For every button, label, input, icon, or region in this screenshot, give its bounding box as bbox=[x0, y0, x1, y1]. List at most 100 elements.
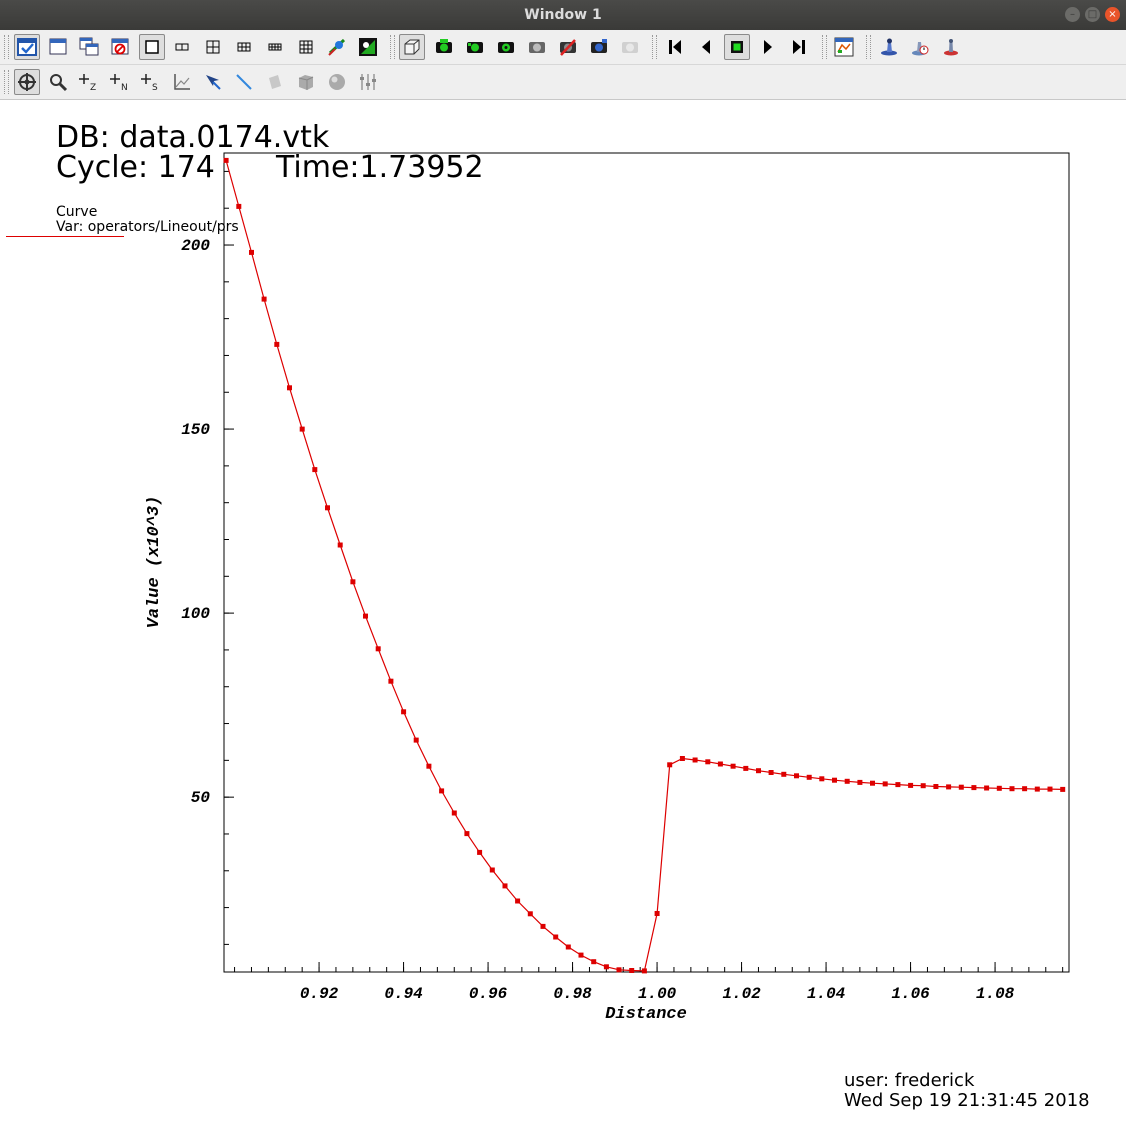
data-point bbox=[654, 911, 660, 916]
last-frame-button[interactable] bbox=[786, 34, 812, 60]
camera-disabled-button[interactable] bbox=[617, 34, 643, 60]
plane-tool-button[interactable] bbox=[262, 69, 288, 95]
navigate-3d-button[interactable] bbox=[399, 34, 425, 60]
previous-frame-button[interactable] bbox=[693, 34, 719, 60]
data-point bbox=[743, 765, 749, 771]
data-point bbox=[667, 762, 673, 768]
data-point bbox=[870, 780, 875, 786]
play-button[interactable] bbox=[755, 34, 781, 60]
layout-1x2-button[interactable] bbox=[169, 34, 195, 60]
stack-icon bbox=[944, 39, 958, 56]
previous-frame-icon bbox=[702, 40, 710, 54]
box-tool-button[interactable] bbox=[293, 69, 319, 95]
visualization-window[interactable]: DB: data.0174.vtk Cycle: 174 Time:1.7395… bbox=[0, 100, 1126, 1126]
date-label: Wed Sep 19 21:31:45 2018 bbox=[844, 1090, 1090, 1111]
y-axis-label: Value (x10^3) bbox=[145, 496, 164, 629]
database-label: DB: data.0174.vtk bbox=[56, 120, 330, 155]
layout-2x2-button[interactable] bbox=[200, 34, 226, 60]
data-point bbox=[946, 784, 952, 790]
user-label: user: frederick bbox=[844, 1070, 975, 1091]
copy-window-button[interactable] bbox=[76, 34, 102, 60]
toolbar-grip[interactable] bbox=[822, 35, 827, 59]
series-line bbox=[225, 160, 1063, 972]
minimize-button[interactable]: – bbox=[1065, 7, 1080, 22]
stop-button[interactable] bbox=[724, 34, 750, 60]
color-table-button[interactable] bbox=[831, 34, 857, 60]
toolbar-grip[interactable] bbox=[390, 35, 395, 59]
data-point bbox=[679, 756, 685, 761]
camera-green-3-button[interactable] bbox=[493, 34, 519, 60]
close-button[interactable]: × bbox=[1105, 7, 1120, 22]
x-tick-label: 0.92 bbox=[300, 985, 339, 1003]
y-minor-ticks bbox=[224, 170, 229, 945]
first-frame-button[interactable] bbox=[662, 34, 688, 60]
layout-2x4-button[interactable] bbox=[262, 34, 288, 60]
lock-time-button[interactable] bbox=[355, 34, 381, 60]
x-tick-label: 1.06 bbox=[891, 985, 930, 1003]
camera-green-2-button[interactable] bbox=[462, 34, 488, 60]
x-minor-ticks bbox=[234, 967, 1064, 972]
data-point bbox=[756, 768, 761, 774]
sphere-tool-button[interactable] bbox=[324, 69, 350, 95]
data-point bbox=[971, 785, 977, 791]
data-point bbox=[591, 959, 597, 965]
x-tick-label: 1.08 bbox=[976, 985, 1015, 1003]
data-point bbox=[717, 761, 723, 767]
series-prs bbox=[223, 157, 1066, 974]
toolbar-grip[interactable] bbox=[866, 35, 871, 59]
data-point bbox=[527, 911, 533, 917]
lineout-line-button[interactable] bbox=[231, 69, 257, 95]
camera-blue-button[interactable] bbox=[586, 34, 612, 60]
pick-zone-button[interactable]: Z bbox=[76, 69, 102, 95]
x-tick-label: 0.98 bbox=[553, 985, 592, 1003]
stack-button[interactable] bbox=[938, 34, 964, 60]
camera-red-button[interactable] bbox=[555, 34, 581, 60]
y-axis-ticks: 50 100 150 200 bbox=[181, 237, 234, 807]
data-point bbox=[984, 785, 990, 791]
clear-window-button[interactable] bbox=[107, 34, 133, 60]
toolbar-grip[interactable] bbox=[4, 35, 9, 59]
zoom-button[interactable] bbox=[45, 69, 71, 95]
lineout-curve-chart: 0.92 0.94 0.96 0.98 1.00 1.02 1.04 1.06 1.08 50 1… bbox=[145, 152, 1070, 1024]
data-point bbox=[1060, 786, 1066, 792]
light-source-button[interactable] bbox=[876, 34, 902, 60]
new-window-button[interactable] bbox=[45, 34, 71, 60]
new-window-icon bbox=[49, 38, 67, 55]
y-tick-label: 200 bbox=[181, 237, 210, 255]
data-point bbox=[287, 385, 292, 391]
camera-red-icon bbox=[560, 39, 576, 56]
pick-node-button[interactable]: N bbox=[107, 69, 133, 95]
minimize-icon: – bbox=[1070, 9, 1075, 20]
clock-button[interactable] bbox=[907, 34, 933, 60]
toolbar-grip[interactable] bbox=[652, 35, 657, 59]
data-point bbox=[477, 849, 483, 855]
data-point bbox=[489, 867, 495, 873]
data-point bbox=[857, 779, 863, 785]
lock-view-button[interactable] bbox=[324, 34, 350, 60]
layout-2x3-icon bbox=[237, 42, 251, 52]
active-window-toggle-button[interactable] bbox=[14, 34, 40, 60]
toolbar-main bbox=[0, 30, 1126, 65]
layout-3x3-icon bbox=[299, 40, 313, 54]
layout-2x3-button[interactable] bbox=[231, 34, 257, 60]
data-point bbox=[629, 968, 635, 973]
slider-tool-button[interactable] bbox=[355, 69, 381, 95]
lineout-axes-button[interactable] bbox=[169, 69, 195, 95]
data-point bbox=[908, 782, 914, 788]
pick-arrow-button[interactable] bbox=[200, 69, 226, 95]
pick-spreadsheet-button[interactable]: S bbox=[138, 69, 164, 95]
pick-arrow-icon bbox=[206, 75, 221, 90]
layout-3x3-button[interactable] bbox=[293, 34, 319, 60]
data-point bbox=[958, 784, 964, 790]
toolbar-grip[interactable] bbox=[4, 70, 9, 94]
maximize-button[interactable]: □ bbox=[1085, 7, 1100, 22]
camera-green-1-button[interactable] bbox=[431, 34, 457, 60]
camera-grey-button[interactable] bbox=[524, 34, 550, 60]
data-point bbox=[274, 341, 280, 347]
camera-blue-icon bbox=[591, 39, 607, 53]
layout-1x1-button[interactable] bbox=[139, 34, 165, 60]
navigate-button[interactable] bbox=[14, 69, 40, 95]
sphere-tool-icon bbox=[329, 74, 345, 90]
lock-time-icon bbox=[359, 38, 377, 56]
lock-view-icon bbox=[328, 38, 346, 56]
